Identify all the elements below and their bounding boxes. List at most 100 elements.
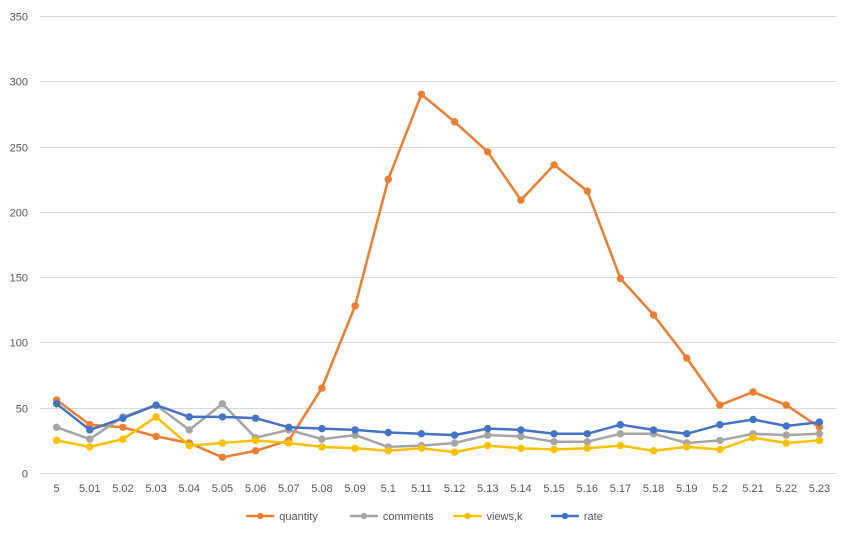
x-tick-label: 5.02 [112, 483, 133, 495]
data-point [185, 413, 194, 421]
data-point [716, 436, 724, 445]
x-tick-label: 5.2 [712, 483, 727, 495]
data-point [417, 90, 426, 99]
series-line [55, 402, 821, 449]
data-point [318, 443, 326, 451]
data-point [616, 441, 625, 450]
data-point [517, 426, 525, 434]
y-tick-label: 150 [10, 273, 28, 285]
data-point [484, 431, 492, 439]
data-point [716, 421, 724, 429]
x-tick-label: 5.05 [212, 483, 233, 495]
data-point [450, 439, 459, 447]
y-tick-label: 300 [10, 77, 28, 89]
series-lines [52, 90, 824, 461]
x-tick-label: 5.16 [577, 483, 598, 495]
x-tick-label: 5.18 [643, 483, 664, 495]
data-point [782, 431, 790, 439]
y-axis: 0 50 100 150 200 250 300 350 [10, 12, 28, 481]
x-tick-label: 5.07 [278, 483, 299, 495]
data-point [550, 445, 558, 454]
data-point [450, 431, 459, 439]
data-point [517, 432, 525, 441]
x-tick-label: 5.1 [381, 483, 396, 495]
x-tick-label: 5.14 [510, 483, 531, 495]
data-point [285, 423, 293, 431]
x-tick-label: 5.12 [444, 483, 465, 495]
data-point [517, 196, 525, 204]
y-tick-label: 50 [16, 404, 28, 416]
series-line [55, 93, 821, 459]
data-point [782, 439, 790, 447]
series-views-k [52, 413, 824, 456]
data-point [417, 444, 426, 452]
legend-item: rate [550, 511, 603, 523]
data-point [649, 426, 658, 434]
data-point [815, 418, 824, 426]
x-tick-label: 5.23 [809, 483, 830, 495]
series-line [55, 415, 821, 454]
series-line [55, 402, 821, 437]
legend-item: views,k [453, 511, 524, 523]
x-tick-label: 5.15 [543, 483, 564, 495]
data-point [484, 424, 492, 433]
legend-swatch-marker [360, 512, 368, 520]
data-point [583, 430, 591, 438]
data-point [616, 274, 625, 283]
y-tick-label: 100 [10, 338, 28, 350]
data-point [218, 453, 227, 461]
data-point [517, 444, 525, 452]
data-point [550, 430, 558, 438]
legend-label: comments [383, 511, 434, 523]
data-point [384, 428, 392, 437]
data-point [384, 175, 392, 183]
x-tick-label: 5.17 [610, 483, 631, 495]
data-point [550, 438, 558, 446]
y-tick-label: 0 [22, 469, 28, 481]
data-point [782, 401, 790, 409]
data-point [716, 401, 724, 409]
data-point [119, 414, 127, 422]
data-point [616, 421, 625, 429]
data-point [484, 148, 492, 156]
legend-label: quantity [279, 511, 318, 523]
data-point [683, 443, 691, 451]
x-tick-label: 5.01 [79, 483, 100, 495]
legend-item: comments [349, 511, 434, 523]
data-point [251, 447, 260, 455]
legend-swatch-marker [257, 512, 264, 520]
data-point [450, 118, 459, 126]
x-tick-label: 5.08 [311, 483, 332, 495]
x-tick-label: 5.22 [776, 483, 797, 495]
data-point [815, 436, 824, 445]
data-point [583, 187, 591, 195]
legend-label: views,k [487, 511, 524, 523]
data-point [815, 430, 824, 438]
x-tick-label: 5.03 [145, 483, 166, 495]
series-rate [52, 400, 824, 439]
data-point [583, 444, 591, 452]
data-point [218, 439, 227, 447]
data-point [782, 422, 790, 430]
data-point [417, 430, 426, 438]
data-point [119, 423, 127, 431]
x-tick-label: 5.13 [477, 483, 498, 495]
legend-swatch-marker [561, 512, 569, 520]
y-tick-label: 200 [10, 208, 28, 220]
data-point [152, 432, 160, 441]
data-point [351, 426, 359, 434]
data-point [583, 438, 591, 446]
data-point [351, 444, 359, 452]
data-point [185, 441, 194, 450]
data-point [285, 439, 293, 447]
data-point [251, 414, 260, 422]
data-point [683, 354, 691, 362]
data-point [749, 415, 757, 424]
data-point [384, 447, 392, 455]
data-point [649, 447, 658, 455]
data-point [318, 435, 326, 443]
x-tick-label: 5.06 [245, 483, 266, 495]
data-point [119, 435, 127, 443]
